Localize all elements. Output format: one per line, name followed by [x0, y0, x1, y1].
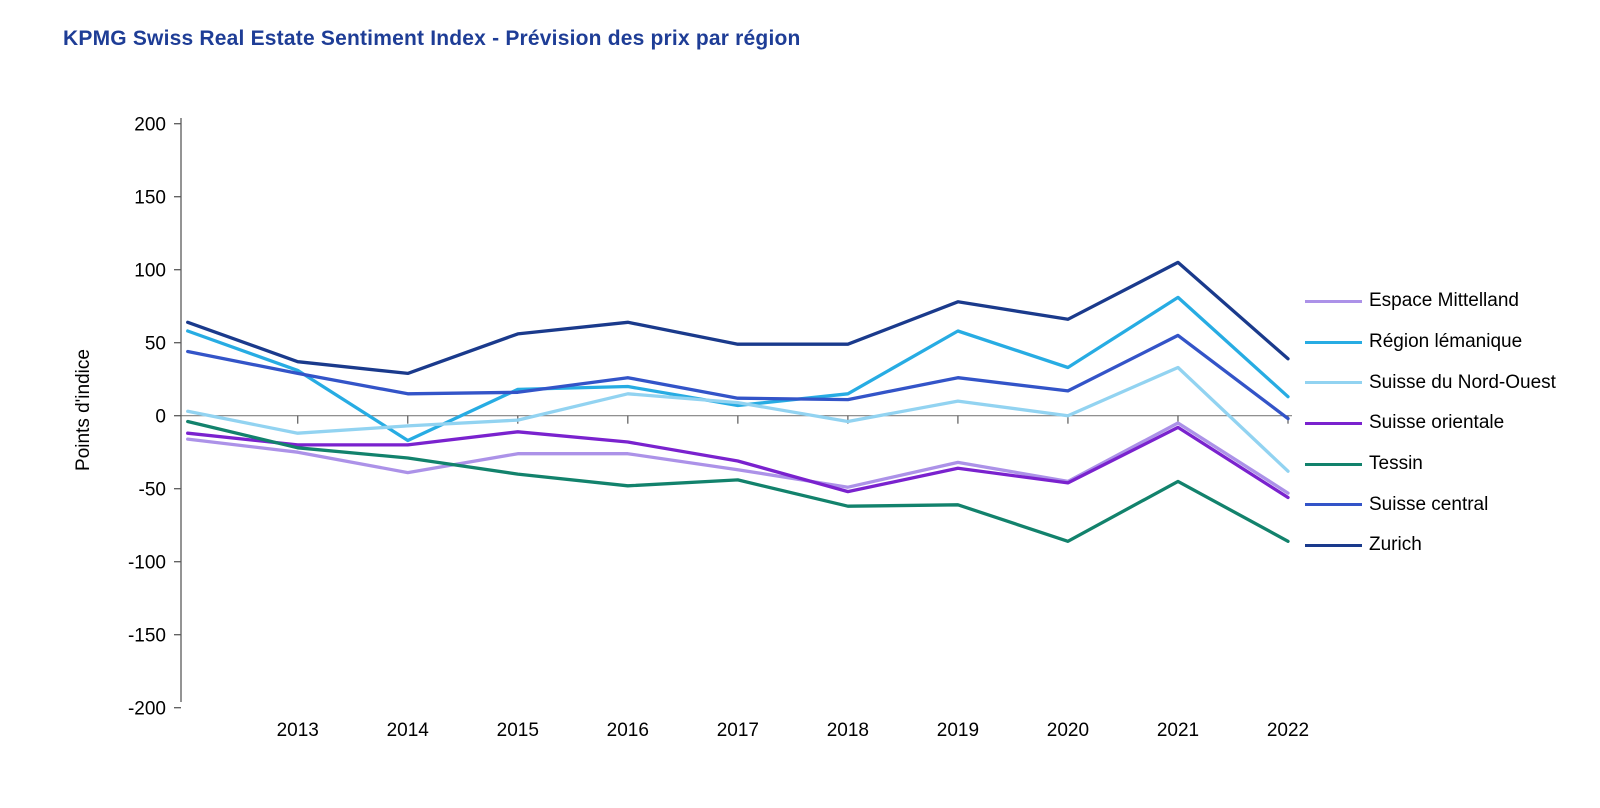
series-line-r-gion-l-manique	[186, 295, 1290, 443]
y-tick-label: 50	[145, 334, 166, 355]
x-tick-label: 2022	[1267, 720, 1309, 741]
y-tick-label: -200	[128, 699, 166, 720]
legend-label: Tessin	[1369, 453, 1423, 475]
series-line-espace-mittelland	[186, 421, 1290, 495]
legend-swatch	[1305, 340, 1362, 344]
y-tick-label: 200	[134, 115, 166, 136]
legend-swatch	[1305, 381, 1362, 385]
y-tick-label: -150	[128, 626, 166, 647]
x-tick-label: 2021	[1157, 720, 1199, 741]
x-tick-label: 2014	[387, 720, 430, 741]
x-tick-label: 2019	[937, 720, 979, 741]
legend-label: Suisse central	[1369, 493, 1489, 515]
x-tick-label: 2017	[717, 720, 759, 741]
y-tick-label: -100	[128, 553, 166, 574]
series-line-zurich	[186, 260, 1290, 376]
series-line-suisse-orientale	[186, 425, 1290, 500]
y-tick-label: 150	[134, 188, 166, 209]
x-tick-label: 2020	[1047, 720, 1089, 741]
legend-item-tessin: Tessin	[1305, 444, 1556, 485]
legend-swatch	[1305, 543, 1362, 547]
x-tick-label: 2018	[827, 720, 869, 741]
legend-item-suisse-orientale: Suisse orientale	[1305, 403, 1556, 444]
legend-swatch	[1305, 421, 1362, 425]
chart-title: KPMG Swiss Real Estate Sentiment Index -…	[63, 27, 801, 50]
legend-label: Région lémanique	[1369, 331, 1523, 353]
series-line-suisse-du-nord-ouest	[186, 365, 1290, 473]
legend-label: Espace Mittelland	[1369, 290, 1519, 312]
y-tick-label: -50	[139, 480, 166, 501]
legend: Espace Mittelland Région lémanique Suisse …	[1305, 281, 1556, 566]
legend-label: Zurich	[1369, 534, 1422, 556]
x-tick-label: 2015	[497, 720, 539, 741]
legend-swatch	[1305, 503, 1362, 507]
legend-item-r-gion-l-manique: Région lémanique	[1305, 322, 1556, 363]
x-tick-label: 2016	[607, 720, 649, 741]
legend-item-suisse-du-nord-ouest: Suisse du Nord-Ouest	[1305, 362, 1556, 403]
series-line-suisse-central	[186, 333, 1290, 421]
y-axis-title: Points d'indice	[73, 349, 94, 471]
legend-item-zurich: Zurich	[1305, 525, 1556, 566]
y-tick-label: 100	[134, 261, 166, 282]
legend-swatch	[1305, 462, 1362, 466]
legend-item-espace-mittelland: Espace Mittelland	[1305, 281, 1556, 322]
legend-item-suisse-central: Suisse central	[1305, 484, 1556, 525]
y-tick-label: 0	[155, 407, 166, 428]
legend-swatch	[1305, 299, 1362, 303]
series-line-tessin	[186, 419, 1290, 543]
legend-label: Suisse du Nord-Ouest	[1369, 371, 1556, 393]
x-tick-label: 2013	[277, 720, 319, 741]
legend-label: Suisse orientale	[1369, 412, 1505, 434]
